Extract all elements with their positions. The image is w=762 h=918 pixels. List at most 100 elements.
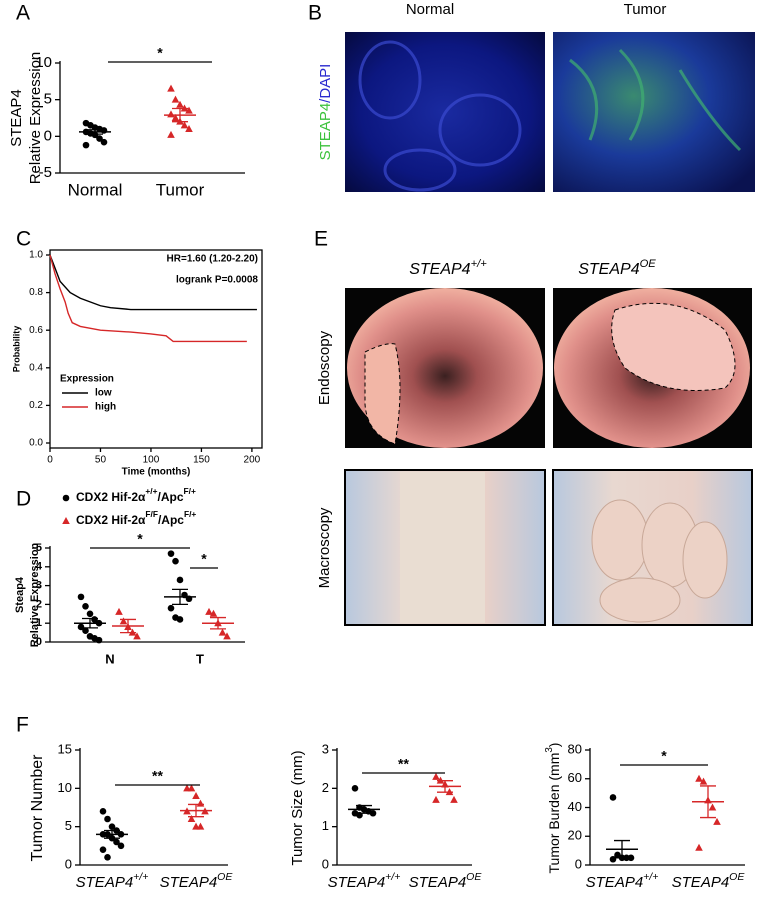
y-tick-label: 2 — [322, 780, 329, 795]
x-tick-label: Tumor — [156, 180, 205, 199]
legend-label-part: F/F — [145, 509, 158, 519]
data-point — [167, 550, 175, 557]
y-axis-label: Relative Expression — [27, 52, 44, 185]
data-point — [117, 842, 125, 850]
data-point — [185, 125, 193, 132]
y-axis-label: Probability — [11, 326, 21, 373]
data-point — [609, 855, 617, 863]
x-axis-label: Time (months) — [122, 467, 191, 478]
sem-bar — [120, 618, 136, 634]
x-tick-label-part: OE — [729, 871, 745, 883]
sem-bar — [210, 616, 226, 630]
row-label: Macroscopy — [316, 507, 333, 588]
x-tick-label: STEAP4+/+ — [586, 871, 659, 891]
row-label: Endoscopy — [316, 330, 333, 405]
data-point — [82, 627, 89, 635]
x-tick-label-part: STEAP4 — [672, 874, 730, 891]
data-point — [180, 121, 189, 129]
data-point — [119, 617, 128, 625]
data-point — [171, 114, 180, 121]
legend-label: low — [95, 388, 112, 399]
x-tick-label: STEAP4OE — [672, 871, 746, 891]
y-tick-label: 3 — [322, 741, 329, 756]
annotation: logrank P=0.0008 — [176, 275, 258, 286]
x-tick-label-part: +/+ — [643, 871, 658, 883]
y-axis-label: Tumor Size (mm) — [289, 750, 306, 865]
data-point — [77, 623, 85, 631]
y-tick-label: 40 — [568, 799, 582, 814]
y-tick-label: 5 — [65, 818, 72, 833]
legend-label: CDX2 Hif-2αF/F/ApcF/+ — [76, 509, 196, 527]
stain-label-part: STEAP4 — [317, 103, 334, 161]
significance-label: * — [201, 551, 207, 567]
legend-marker — [62, 494, 70, 502]
y-tick-label: 0.6 — [29, 325, 43, 336]
data-point — [115, 607, 123, 615]
panel-letter: C — [16, 228, 31, 251]
y-tick-label: 2 — [36, 598, 42, 610]
y-tick-label: 1 — [36, 617, 42, 629]
data-point — [609, 794, 617, 801]
data-point — [100, 138, 108, 146]
data-point — [209, 609, 218, 617]
legend-label-part: F/+ — [184, 509, 196, 519]
significance-label: ** — [152, 768, 163, 784]
y-tick-label: 0 — [322, 856, 329, 871]
panel-letter: F — [16, 714, 29, 737]
sem-bar — [700, 785, 716, 819]
y-tick-label: 5 — [44, 91, 52, 108]
data-point — [100, 127, 108, 134]
tissue-texture — [358, 40, 742, 192]
data-point — [695, 843, 703, 851]
sem-bar — [614, 839, 630, 859]
data-point — [699, 777, 708, 785]
data-point — [86, 610, 94, 618]
data-point — [96, 135, 103, 142]
panel-letter: B — [308, 2, 322, 25]
x-tick-label-part: OE — [217, 871, 233, 883]
data-point — [176, 616, 184, 623]
y-tick-label: 0 — [575, 856, 582, 871]
legend-label-part: /Apc — [158, 490, 184, 504]
sem-bar — [437, 780, 453, 793]
data-point — [91, 616, 98, 623]
stain-label: STEAP4/DAPI — [317, 64, 334, 161]
y-tick-label: 0 — [44, 127, 52, 144]
data-point — [187, 815, 196, 822]
y-axis-label-part: ) — [546, 743, 562, 748]
legend-label: high — [95, 402, 116, 413]
column-label: Tumor — [624, 1, 667, 18]
y-tick-label: 1 — [322, 818, 329, 833]
data-point — [82, 602, 89, 610]
sem-bar — [356, 804, 372, 814]
colon-wt — [400, 472, 485, 623]
data-point — [196, 822, 205, 830]
data-point — [167, 84, 175, 92]
y-tick-label: 0.2 — [29, 400, 43, 411]
sem-bar — [104, 829, 120, 839]
sem-bar — [172, 107, 188, 123]
x-tick-label: T — [196, 651, 204, 666]
data-point — [171, 95, 180, 103]
x-tick-label: 0 — [47, 455, 53, 466]
y-axis-label: Tumor Number — [29, 754, 46, 862]
column-label-part: STEAP4 — [578, 261, 639, 278]
x-tick-label-part: STEAP4 — [409, 874, 467, 891]
significance-label: * — [137, 531, 143, 547]
data-point — [91, 131, 99, 139]
sem-bar — [188, 803, 204, 818]
y-axis-label: STEAP4 — [8, 89, 25, 147]
survival-curve — [49, 254, 257, 311]
data-point — [99, 846, 107, 853]
data-point — [205, 607, 213, 615]
y-tick-label: 3 — [36, 580, 42, 592]
y-tick-label: 80 — [568, 741, 582, 756]
data-point — [450, 795, 458, 803]
y-tick-label: 5 — [36, 542, 42, 554]
y-tick-label: 60 — [568, 770, 582, 785]
column-label: STEAP4+/+ — [409, 258, 487, 278]
y-axis-label: Tumor Burden (mm3) — [544, 743, 562, 874]
y-tick-label: 0 — [65, 856, 72, 871]
data-point — [187, 784, 196, 792]
x-tick-label: Normal — [68, 180, 123, 199]
